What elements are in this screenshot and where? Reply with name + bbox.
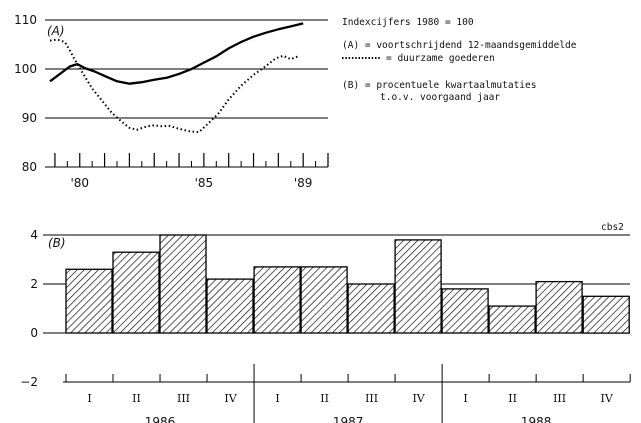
panel-b-label: (B) (48, 236, 66, 250)
panel-b-bar (535, 280, 583, 334)
panel-b-year-label: 1986 (145, 415, 176, 423)
panel-b-quarter-label: I (275, 392, 279, 405)
panel-b-quarter-label: IV (412, 392, 425, 405)
panel-a-y-tick-label: 90 (22, 111, 37, 125)
source-tag: cbs2 (601, 222, 624, 233)
panel-b-y-tick-label: −2 (20, 375, 38, 389)
panel-b-bar (441, 288, 489, 334)
panel-a-label: (A) (47, 24, 65, 38)
panel-b-quarter-label: III (365, 392, 378, 405)
panel-a-y-tick-labels: 80 90 100 110 (14, 13, 37, 174)
panel-b-bar (65, 268, 113, 334)
panel-b-bar (159, 234, 207, 334)
panel-a-y-tick-label: 100 (14, 62, 37, 76)
panel-a: 80 90 100 110 (A) '80 '85 '89 (14, 13, 329, 190)
legend-a-label: (A) = voortschrijdend 12-maandsgemiddeld… (342, 40, 577, 51)
panel-a-x-tick-label: '85 (195, 176, 214, 190)
panel-b-year-label: 1988 (521, 415, 552, 423)
panel-b-bar (206, 278, 254, 334)
panel-a-x-tick-label: '89 (294, 176, 313, 190)
legend-dotted-label: = duurzame goederen (386, 53, 495, 64)
panel-b-y-tick-labels: −2 0 2 4 (20, 228, 38, 389)
panel-a-x-tick-label: '80 (70, 176, 89, 190)
panel-a-x-axis: '80 '85 '89 (54, 153, 329, 190)
panel-b-bar (347, 283, 395, 334)
panel-b-quarter-label: IV (224, 392, 237, 405)
panel-b-bars (65, 234, 630, 334)
panel-b-bar (582, 295, 630, 334)
panel-b-quarter-label: I (463, 392, 467, 405)
panel-b-quarter-label: II (132, 392, 141, 405)
panel-a-y-tick-label: 80 (22, 160, 37, 174)
panel-b-quarter-label: III (553, 392, 566, 405)
panel-a-y-tick-label: 110 (14, 13, 37, 27)
panel-a-dotted-line (49, 38, 299, 134)
panel-b-quarter-label: IV (601, 392, 614, 405)
panel-b-bar (300, 266, 348, 334)
legend: Indexcijfers 1980 = 100 (A) = voortschri… (342, 17, 577, 103)
panel-b-quarter-label: III (177, 392, 190, 405)
panel-b-bar (488, 305, 536, 334)
panel-b-quarter-label: II (508, 392, 517, 405)
panel-b-bar (394, 239, 442, 334)
panel-b-y-tick-label: 0 (30, 326, 38, 340)
panel-b-y-tick-label: 2 (30, 277, 38, 291)
panel-b-year-label: 1987 (333, 415, 364, 423)
panel-b-bar (112, 251, 160, 334)
panel-b-quarter-label: II (320, 392, 329, 405)
legend-b-label-1: (B) = procentuele kwartaalmutaties (342, 80, 536, 91)
panel-b-quarter-label: I (87, 392, 91, 405)
panel-a-lines (49, 22, 304, 134)
panel-a-gridlines (45, 19, 328, 168)
legend-title: Indexcijfers 1980 = 100 (342, 17, 474, 28)
panel-b-y-tick-label: 4 (30, 228, 38, 242)
panel-a-solid-line (49, 22, 304, 85)
legend-b-label-2: t.o.v. voorgaand jaar (380, 92, 500, 103)
panel-b-bar (253, 266, 301, 334)
